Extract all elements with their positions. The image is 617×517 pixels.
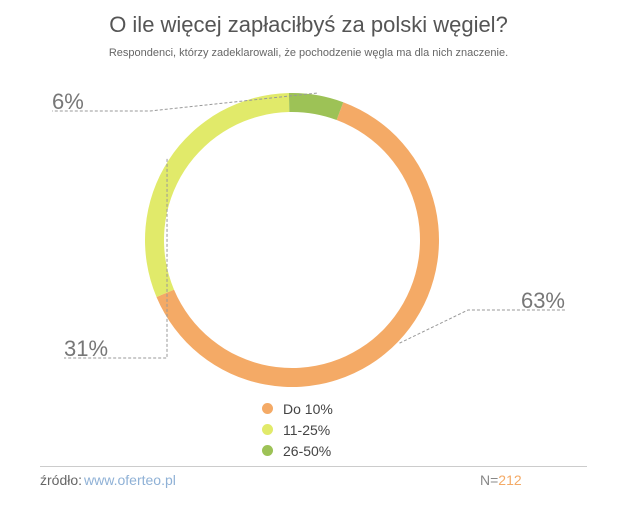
source-label: źródło: <box>40 472 83 488</box>
legend-swatch <box>262 445 273 456</box>
legend-swatch <box>262 424 273 435</box>
footer-divider <box>40 466 587 467</box>
legend-label: 11-25% <box>283 421 331 438</box>
chart-subtitle: Respondenci, którzy zadeklarowali, że po… <box>108 47 509 59</box>
value-label-2: 6% <box>52 89 84 114</box>
legend-label: 26-50% <box>283 442 332 459</box>
sample-size-label: N= <box>480 472 499 488</box>
donut-slices <box>144 93 440 388</box>
legend-item-do-10: Do 10% <box>262 398 333 419</box>
donut-slice-2 <box>288 93 344 121</box>
leader-line-0 <box>399 309 565 344</box>
source-link[interactable]: www.oferteo.pl <box>84 472 176 488</box>
source-note: źródło: www.oferteo.pl <box>40 472 176 488</box>
legend-item-26-50: 26-50% <box>262 440 333 461</box>
legend-swatch <box>262 403 273 414</box>
value-label-1: 31% <box>64 336 108 361</box>
legend: Do 10% 11-25% 26-50% <box>262 398 333 461</box>
sample-size-value: 212 <box>498 472 522 488</box>
value-label-0: 63% <box>521 288 565 313</box>
value-labels: 63% 31% 6% <box>52 89 565 361</box>
legend-item-11-25: 11-25% <box>262 419 333 440</box>
sample-size: N=212 <box>480 472 522 488</box>
chart-title: O ile więcej zapłaciłbyś za polski węgie… <box>109 12 508 37</box>
donut-slice-1 <box>144 93 290 297</box>
legend-label: Do 10% <box>283 400 333 417</box>
leader-line-1 <box>64 158 168 359</box>
leader-line-2 <box>52 92 317 112</box>
leader-lines <box>52 92 565 359</box>
